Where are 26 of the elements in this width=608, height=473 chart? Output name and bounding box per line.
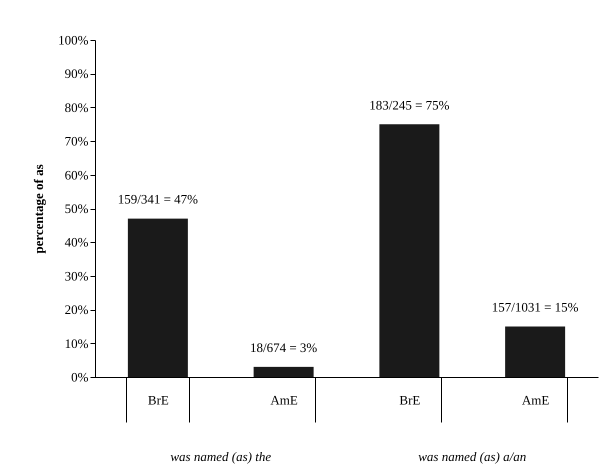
x-tick-label: BrE [148, 392, 169, 408]
y-tick-label: 90% [64, 66, 89, 82]
data-label: 183/245 = 75% [369, 97, 450, 112]
bar [379, 124, 440, 377]
y-tick-label: 80% [64, 100, 89, 115]
y-tick-label: 100% [58, 32, 89, 48]
y-axis-title: percentage of as [31, 164, 46, 254]
data-label: 18/674 = 3% [250, 340, 318, 355]
y-tick-label: 40% [64, 234, 89, 250]
text: was named (as) a/an [418, 449, 526, 464]
bar [128, 218, 188, 377]
bar [505, 326, 566, 377]
data-label: 159/341 = 47% [118, 192, 198, 207]
x-tick-label: AmE [270, 392, 298, 408]
x-tick-label: BrE [399, 392, 420, 408]
bar [254, 366, 314, 377]
y-tick-label: 60% [64, 167, 89, 182]
y-tick-label: 70% [64, 134, 89, 149]
y-tick-label: 30% [64, 268, 89, 284]
text: was named (as) the [170, 449, 272, 464]
y-tick-label: 20% [64, 302, 89, 318]
y-tick-label: 0% [71, 370, 89, 384]
y-tick-label: 50% [64, 201, 89, 216]
y-tick-label: 10% [64, 336, 89, 351]
x-tick-label: AmE [522, 392, 550, 408]
data-label: 157/1031 = 15% [492, 299, 579, 314]
